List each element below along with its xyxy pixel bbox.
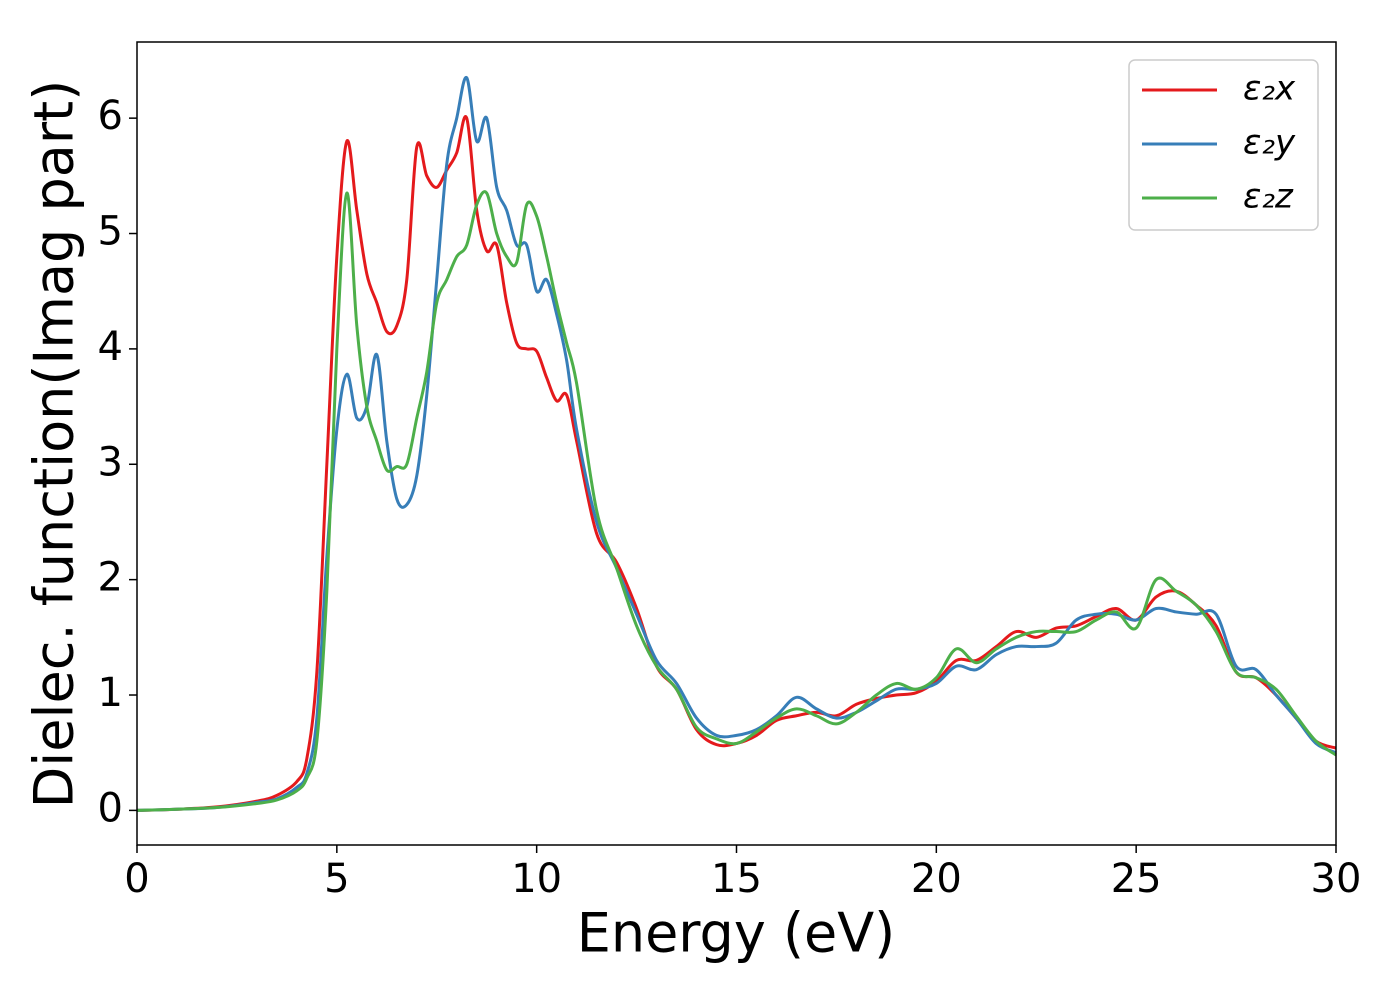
legend-label: ε₂z (1243, 177, 1294, 217)
x-tick-label: 0 (124, 856, 149, 902)
legend-label: ε₂x (1243, 69, 1296, 109)
y-tick-label: 2 (98, 555, 123, 601)
x-tick-label: 20 (911, 856, 962, 902)
x-tick-label: 10 (511, 856, 562, 902)
y-axis-label: Dielec. function(Imag part) (23, 80, 86, 809)
y-tick-label: 4 (98, 324, 123, 370)
x-tick-label: 5 (324, 856, 349, 902)
y-tick-label: 5 (98, 209, 123, 255)
legend-label: ε₂y (1243, 123, 1296, 163)
data-line (136, 115, 1337, 812)
plot-frame (136, 41, 1337, 846)
data-line (136, 76, 1337, 812)
x-axis-label: Energy (eV) (577, 902, 896, 965)
legend-box (1128, 59, 1319, 231)
x-tick-label: 25 (1111, 856, 1162, 902)
data-line (136, 190, 1337, 812)
x-tick-label: 30 (1311, 856, 1362, 902)
y-tick-label: 6 (98, 93, 123, 139)
y-tick-label: 0 (98, 785, 123, 831)
x-tick-label: 15 (711, 856, 762, 902)
y-tick-label: 1 (98, 670, 123, 716)
y-tick-label: 3 (98, 439, 123, 485)
